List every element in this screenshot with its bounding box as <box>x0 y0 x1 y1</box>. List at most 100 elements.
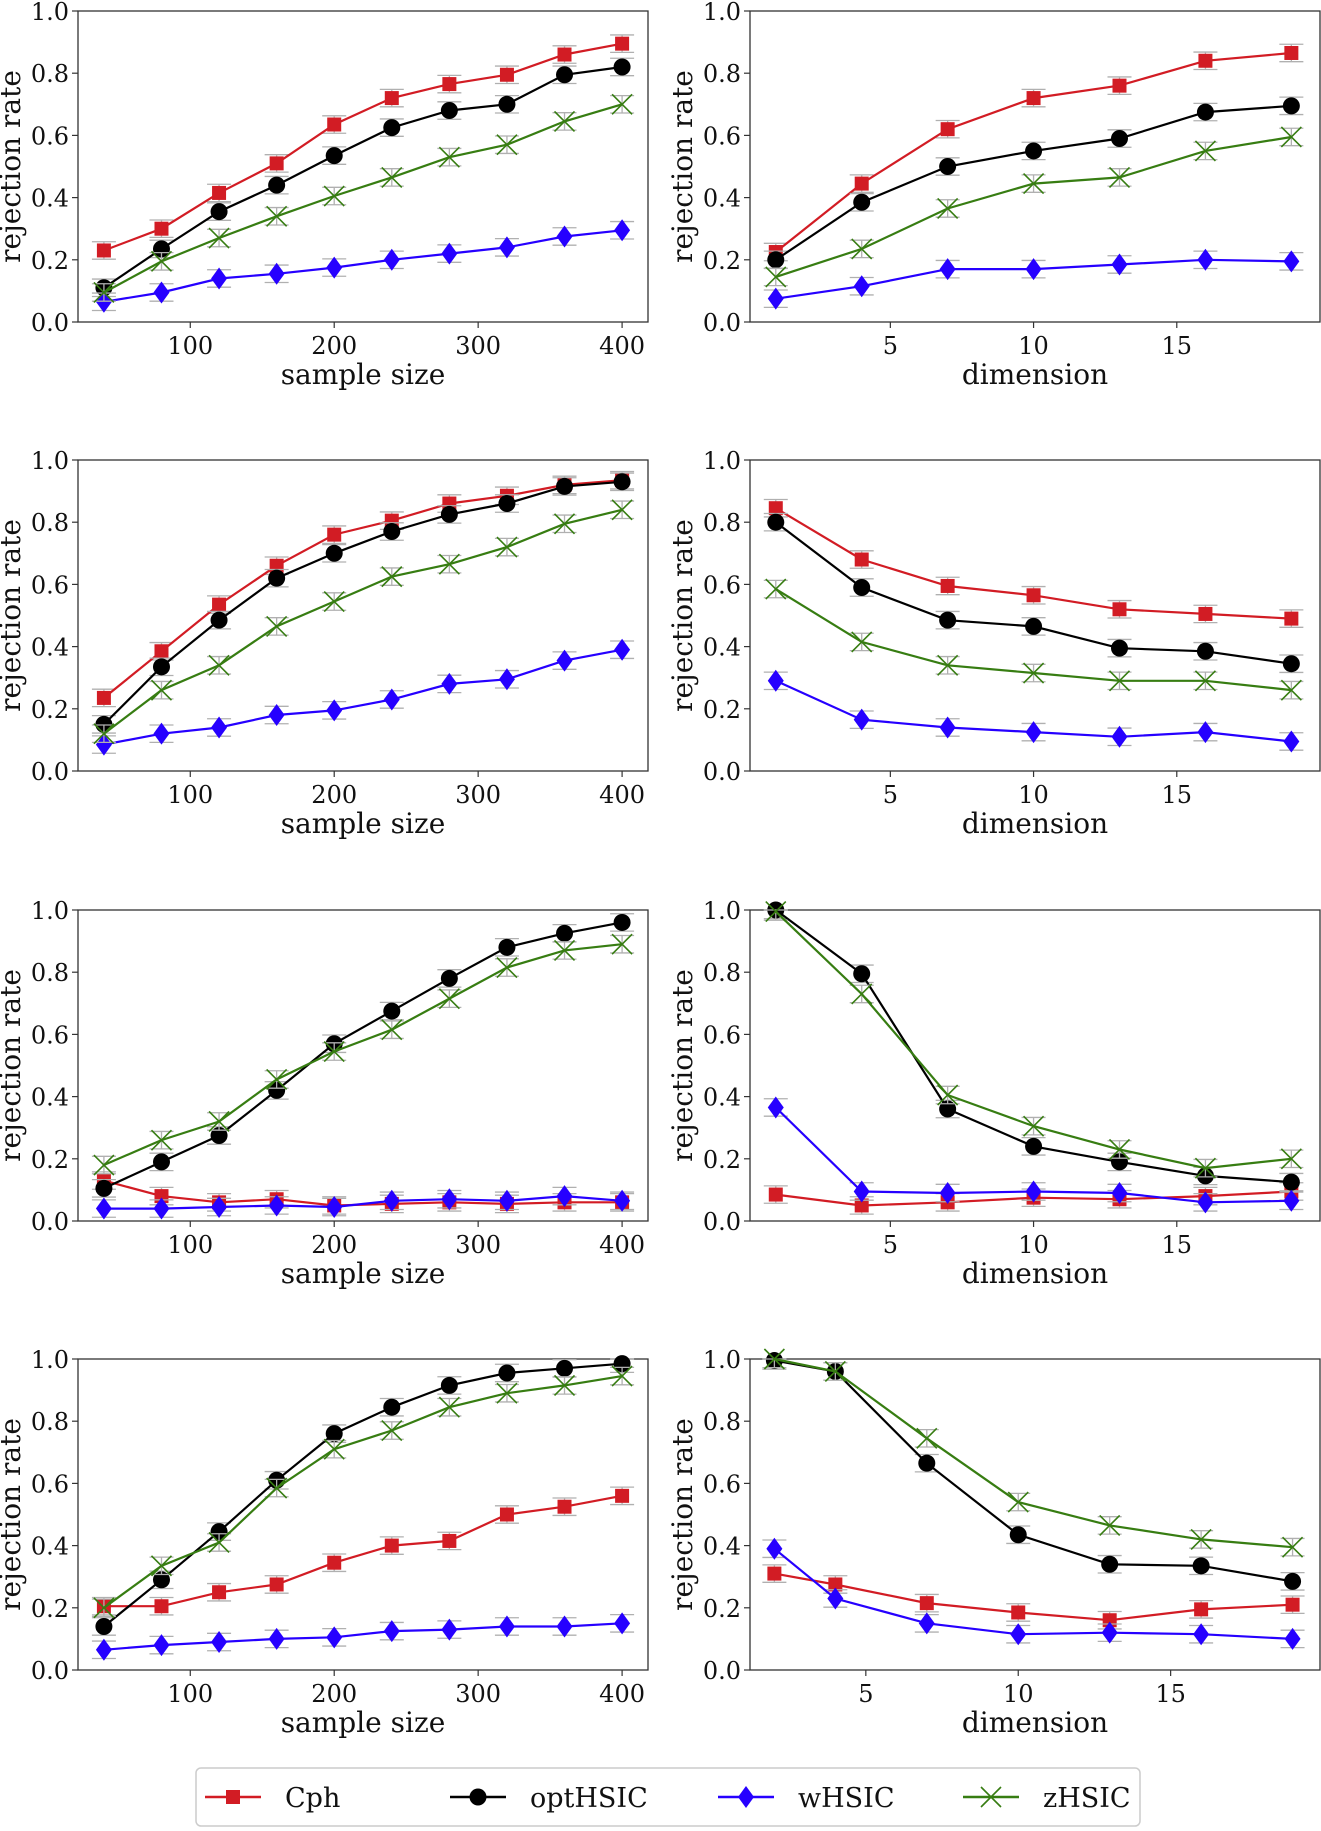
y-tick-label: 0.2 <box>31 696 69 724</box>
point-Cph <box>327 527 342 542</box>
y-tick-label: 1.0 <box>31 0 69 26</box>
point-wHSIC <box>95 1638 112 1661</box>
point-wHSIC <box>614 219 631 242</box>
x-axis-label: dimension <box>962 1257 1108 1290</box>
plot-frame <box>749 909 1321 1222</box>
x-tick-label: 15 <box>1162 1231 1193 1259</box>
point-Cph <box>212 185 227 200</box>
panel-4: 0.0 0.2 0.4 0.6 0.8 1.0 5 10 15 dimension rejectio… <box>666 447 1321 840</box>
line-wHSIC <box>103 1194 623 1210</box>
point-zHSIC <box>611 1365 633 1387</box>
point-Cph <box>154 221 169 236</box>
y-axis-label: rejection rate <box>0 969 27 1162</box>
point-wHSIC <box>556 225 573 248</box>
series-Cph <box>91 1486 635 1616</box>
point-Cph <box>499 67 514 82</box>
x-axis-label: dimension <box>962 358 1108 391</box>
point-optHSIC <box>325 544 343 562</box>
point-zHSIC <box>93 1597 115 1619</box>
point-optHSIC <box>1101 1555 1119 1573</box>
line-wHSIC <box>773 1547 1293 1640</box>
point-zHSIC <box>851 631 873 653</box>
point-optHSIC <box>268 569 286 587</box>
point-wHSIC <box>95 733 112 756</box>
point-optHSIC <box>1196 103 1214 121</box>
point-Cph <box>557 47 572 62</box>
point-zHSIC <box>916 1427 938 1449</box>
point-Cph <box>1112 602 1127 617</box>
y-tick-label: 0.0 <box>703 309 741 337</box>
point-optHSIC <box>613 913 631 931</box>
y-tick-label: 0.6 <box>31 1021 69 1049</box>
x-tick-label: 100 <box>167 781 213 809</box>
y-axis-label: rejection rate <box>666 969 699 1162</box>
y-tick-label: 1.0 <box>31 447 69 475</box>
series-zHSIC <box>763 578 1304 701</box>
point-zHSIC <box>937 197 959 220</box>
point-wHSIC <box>441 672 458 695</box>
point-zHSIC <box>1190 1528 1212 1550</box>
point-optHSIC <box>325 147 343 165</box>
y-tick-label: 0.2 <box>703 1146 741 1174</box>
point-Cph <box>384 1538 399 1553</box>
y-tick-label: 0.6 <box>31 122 69 150</box>
point-zHSIC <box>1108 166 1131 188</box>
panel-3: 0.0 0.2 0.4 0.6 0.8 1.0 100 200 300 400 sample siz… <box>0 447 649 840</box>
legend-label: wHSIC <box>798 1783 894 1814</box>
point-zHSIC <box>381 1419 403 1442</box>
y-tick-label: 0.2 <box>703 696 741 724</box>
point-wHSIC <box>1025 721 1042 744</box>
point-zHSIC <box>496 134 518 156</box>
point-optHSIC <box>210 1523 228 1541</box>
point-Cph <box>615 36 630 51</box>
y-axis-label: rejection rate <box>666 70 699 263</box>
point-Cph <box>1011 1605 1026 1620</box>
point-zHSIC <box>611 933 633 955</box>
legend-label: zHSIC <box>1043 1783 1131 1814</box>
line-optHSIC <box>774 1359 1293 1583</box>
y-axis-label: rejection rate <box>666 519 699 712</box>
point-optHSIC <box>767 513 785 531</box>
point-wHSIC <box>153 722 170 745</box>
point-zHSIC <box>553 110 576 132</box>
point-zHSIC <box>937 654 959 676</box>
point-zHSIC <box>496 1382 518 1404</box>
point-wHSIC <box>1101 1621 1118 1644</box>
point-optHSIC <box>556 477 574 495</box>
plot-frame <box>749 10 1321 323</box>
line-Cph <box>774 1572 1293 1622</box>
point-zHSIC <box>1194 670 1216 692</box>
point-zHSIC <box>323 185 345 207</box>
point-zHSIC <box>1099 1514 1121 1536</box>
series-optHSIC <box>763 512 1304 674</box>
legend-marker-Cph <box>226 1790 240 1804</box>
point-zHSIC <box>438 1396 460 1418</box>
point-wHSIC <box>383 688 400 711</box>
point-wHSIC <box>853 1180 870 1203</box>
point-zHSIC <box>438 553 460 575</box>
point-wHSIC <box>498 668 515 691</box>
point-zHSIC <box>150 250 173 272</box>
point-optHSIC <box>1025 142 1043 160</box>
point-Cph <box>1198 53 1213 68</box>
point-wHSIC <box>853 708 870 731</box>
y-tick-label: 0.4 <box>31 634 69 662</box>
point-zHSIC <box>611 93 633 115</box>
y-tick-label: 0.4 <box>31 185 69 213</box>
y-tick-label: 0.4 <box>703 185 741 213</box>
point-Cph <box>768 1187 783 1202</box>
point-optHSIC <box>918 1454 936 1472</box>
x-tick-label: 10 <box>1018 781 1049 809</box>
y-tick-label: 0.8 <box>31 1408 69 1436</box>
legend-marker-wHSIC <box>738 1786 754 1808</box>
point-Cph <box>767 1566 782 1581</box>
line-optHSIC <box>103 480 623 726</box>
point-Cph <box>327 1555 342 1570</box>
point-zHSIC <box>553 513 576 535</box>
point-zHSIC <box>1282 1536 1304 1558</box>
y-tick-label: 0.2 <box>31 1146 69 1174</box>
plot-frame <box>77 909 649 1222</box>
point-zHSIC <box>438 146 460 168</box>
y-tick-label: 0.0 <box>31 758 69 786</box>
point-wHSIC <box>326 1196 343 1219</box>
